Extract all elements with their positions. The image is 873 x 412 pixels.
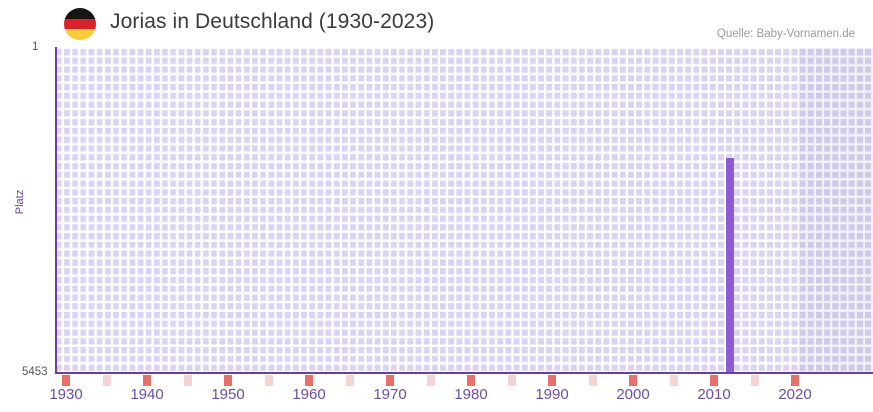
x-tick-minor bbox=[507, 375, 516, 386]
source-credit: Quelle: Baby-Vornamen.de bbox=[716, 28, 855, 40]
x-tick-major bbox=[143, 375, 151, 386]
x-tick-minor bbox=[183, 375, 192, 386]
x-axis-tick-label: 1940 bbox=[130, 386, 164, 403]
x-axis-tick-label: 1970 bbox=[373, 386, 407, 403]
flag-band-gold bbox=[64, 29, 96, 40]
chart-title: Jorias in Deutschland (1930-2023) bbox=[110, 10, 435, 33]
x-tick-major bbox=[710, 375, 718, 386]
x-tick-minor bbox=[750, 375, 759, 386]
x-axis-tick-label: 1960 bbox=[292, 386, 326, 403]
y-axis-line bbox=[55, 47, 57, 374]
x-tick-minor bbox=[669, 375, 678, 386]
x-axis-tick-label: 1930 bbox=[49, 386, 83, 403]
german-flag-icon bbox=[64, 8, 96, 40]
x-tick-minor bbox=[345, 375, 354, 386]
x-axis-tick-label: 2010 bbox=[697, 386, 731, 403]
x-axis-tick-label: 1980 bbox=[454, 386, 488, 403]
x-axis-tick-label: 1990 bbox=[535, 386, 569, 403]
y-axis-label-top: 1 bbox=[32, 41, 39, 53]
flag-band-red bbox=[64, 18, 96, 30]
x-axis-tick-label: 1950 bbox=[211, 386, 245, 403]
x-tick-major bbox=[467, 375, 475, 386]
bars-layer bbox=[55, 48, 873, 373]
x-tick-major bbox=[386, 375, 394, 386]
x-tick-minor bbox=[102, 375, 111, 386]
y-axis-title: Platz bbox=[14, 189, 26, 215]
x-axis-line bbox=[55, 372, 873, 374]
x-axis-tick-label: 2000 bbox=[616, 386, 650, 403]
plot-area bbox=[55, 48, 873, 373]
gridlines bbox=[55, 48, 873, 373]
bar-2012[interactable] bbox=[726, 158, 735, 373]
flag-band-black bbox=[64, 8, 96, 19]
x-axis-tick-label: 2020 bbox=[778, 386, 812, 403]
x-tick-major bbox=[629, 375, 637, 386]
x-tick-minor bbox=[426, 375, 435, 386]
x-tick-minor bbox=[588, 375, 597, 386]
x-tick-major bbox=[224, 375, 232, 386]
x-tick-major bbox=[62, 375, 70, 386]
y-axis-label-bottom: 5453 bbox=[22, 366, 48, 378]
x-tick-major bbox=[791, 375, 799, 386]
x-tick-major bbox=[548, 375, 556, 386]
x-tick-minor bbox=[264, 375, 273, 386]
x-tick-major bbox=[305, 375, 313, 386]
